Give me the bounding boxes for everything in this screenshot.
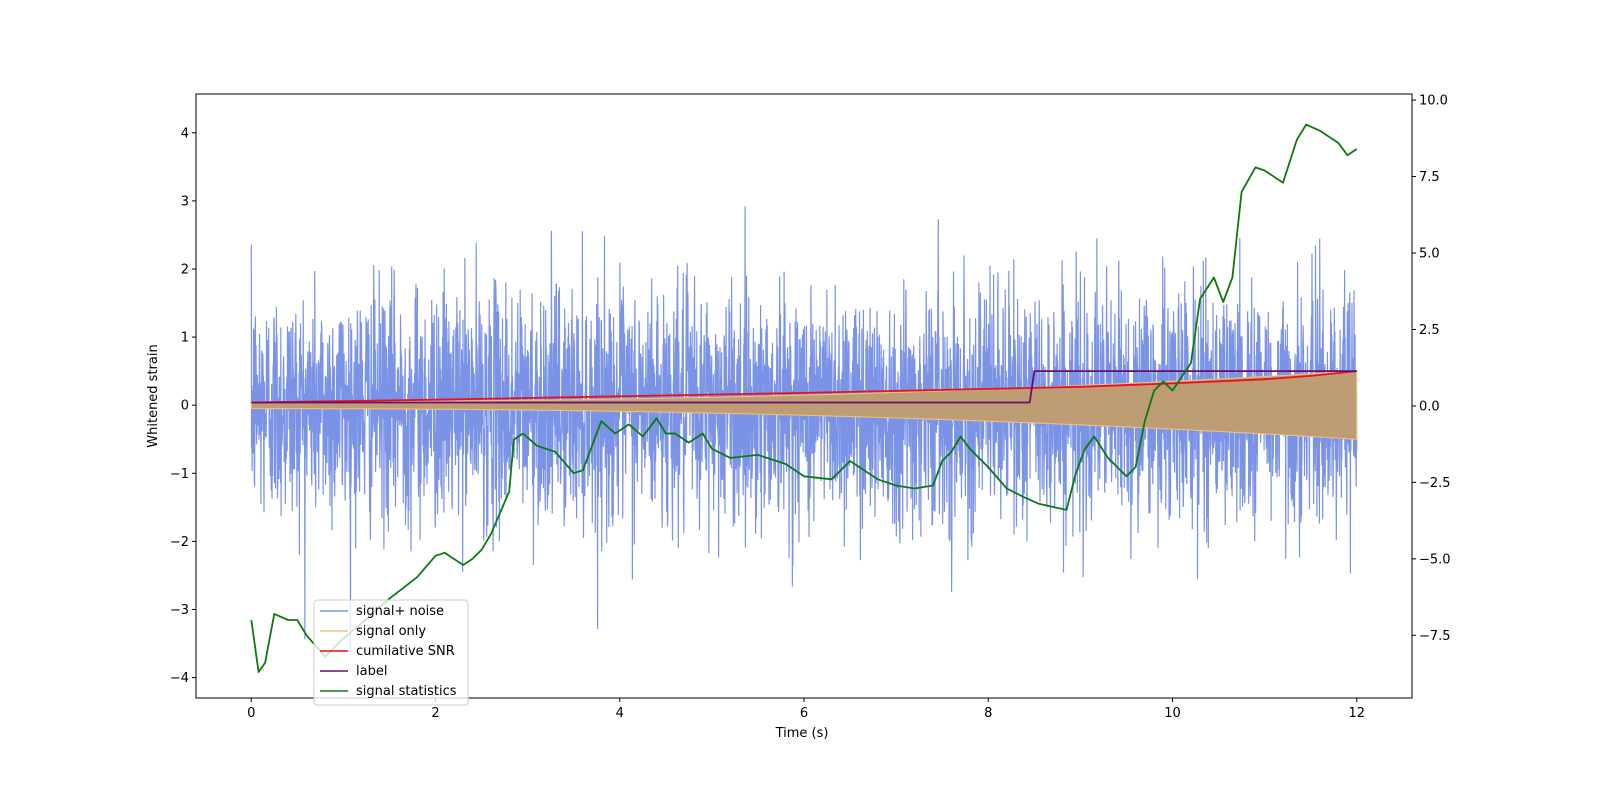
x-tick-label: 2 (431, 706, 439, 721)
y2-tick-label: −7.5 (1419, 629, 1451, 644)
y-tick-label: 2 (181, 263, 189, 278)
x-axis-label: Time (s) (775, 726, 829, 741)
legend-box (313, 599, 469, 706)
y-tick-label: 0 (181, 399, 189, 414)
series-signal-only (250, 370, 1358, 440)
legend: signal+ noise signal only cumilative SNR… (313, 599, 469, 706)
axis-layer: 0 2 4 6 8 10 12−4−3−2−101234−7.5−5.0−2.50.02.5… (170, 94, 1451, 721)
y2-tick-label: 0.0 (1419, 399, 1440, 414)
series-signal-statistics (250, 123, 1358, 673)
x-tick-label: 6 (800, 706, 808, 721)
series-cumulative-snr (251, 370, 1357, 404)
legend-label-cumulative-snr: cumilative SNR (356, 644, 455, 659)
legend-label-signal-statistics: signal statistics (356, 684, 457, 699)
x-tick-label: 0 (247, 706, 255, 721)
legend-label-signal-noise: signal+ noise (356, 604, 444, 619)
x-tick-label: 8 (984, 706, 992, 721)
y-tick-label: −3 (170, 603, 189, 618)
y2-tick-label: −5.0 (1419, 552, 1451, 567)
y-axis-label: Whitened strain (146, 344, 161, 447)
y2-tick-label: 10.0 (1419, 94, 1448, 109)
y2-tick-label: 5.0 (1419, 247, 1440, 262)
y2-tick-label: 7.5 (1419, 170, 1440, 185)
series-label (251, 370, 1357, 404)
y-tick-label: −2 (170, 535, 189, 550)
y2-tick-label: −2.5 (1419, 476, 1451, 491)
y-tick-label: −1 (170, 467, 189, 482)
y-tick-label: 3 (181, 194, 189, 209)
x-tick-label: 4 (616, 706, 624, 721)
y-tick-label: −4 (170, 671, 189, 686)
x-tick-label: 10 (1164, 706, 1181, 721)
legend-label-label: label (356, 664, 387, 679)
x-tick-label: 12 (1348, 706, 1365, 721)
plot-layer (250, 123, 1358, 673)
y-tick-label: 4 (181, 126, 189, 141)
y2-tick-label: 2.5 (1419, 323, 1440, 338)
legend-label-signal-only: signal only (356, 624, 426, 639)
y-tick-label: 1 (181, 331, 189, 346)
